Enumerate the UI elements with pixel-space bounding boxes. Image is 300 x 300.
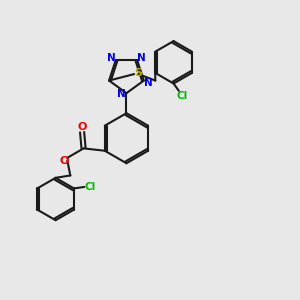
Text: N: N	[107, 53, 116, 63]
Text: O: O	[59, 156, 68, 166]
Text: S: S	[134, 68, 142, 79]
Text: N: N	[137, 53, 146, 63]
Text: N: N	[117, 89, 125, 99]
Text: O: O	[77, 122, 87, 132]
Text: Cl: Cl	[85, 182, 96, 192]
Text: N: N	[144, 78, 153, 88]
Text: Cl: Cl	[176, 91, 188, 101]
